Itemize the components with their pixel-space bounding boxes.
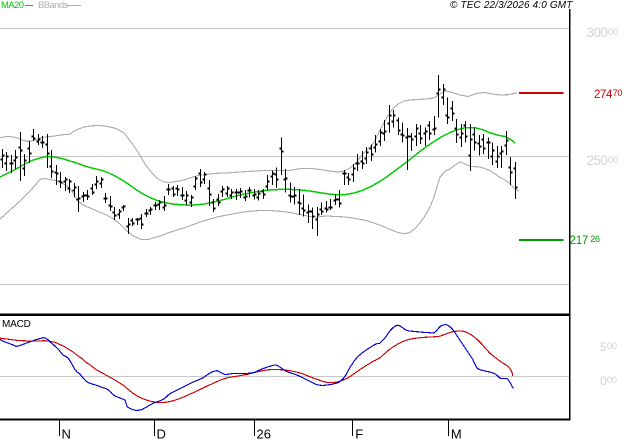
svg-text:M: M bbox=[451, 426, 462, 440]
svg-text:26: 26 bbox=[257, 426, 271, 440]
svg-text:N: N bbox=[62, 426, 71, 440]
svg-text:D: D bbox=[157, 426, 166, 440]
svg-text:F: F bbox=[355, 426, 363, 440]
